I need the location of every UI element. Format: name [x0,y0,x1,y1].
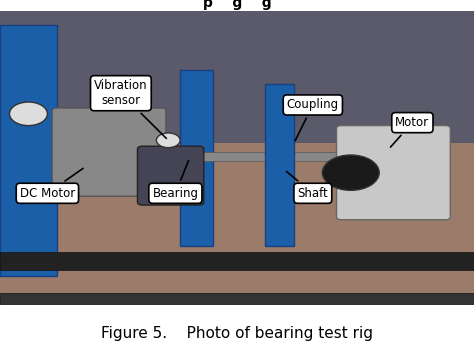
Circle shape [156,133,180,148]
Text: Vibration
sensor: Vibration sensor [94,79,166,138]
FancyBboxPatch shape [337,126,450,220]
FancyBboxPatch shape [152,152,365,161]
FancyBboxPatch shape [0,11,474,305]
FancyBboxPatch shape [0,252,474,270]
FancyBboxPatch shape [265,84,294,246]
Text: Motor: Motor [391,116,429,147]
Text: Figure 5.    Photo of bearing test rig: Figure 5. Photo of bearing test rig [101,326,373,341]
Circle shape [322,155,379,190]
FancyBboxPatch shape [180,70,213,246]
Text: p    g    g: p g g [203,0,271,10]
FancyBboxPatch shape [0,293,474,305]
Text: DC Motor: DC Motor [20,168,83,200]
FancyBboxPatch shape [0,11,474,143]
FancyBboxPatch shape [0,25,57,276]
Text: Bearing: Bearing [152,160,199,200]
Circle shape [9,102,47,126]
FancyBboxPatch shape [52,108,166,196]
Text: Coupling: Coupling [287,98,339,141]
FancyBboxPatch shape [137,146,204,205]
Text: Shaft: Shaft [287,172,328,200]
